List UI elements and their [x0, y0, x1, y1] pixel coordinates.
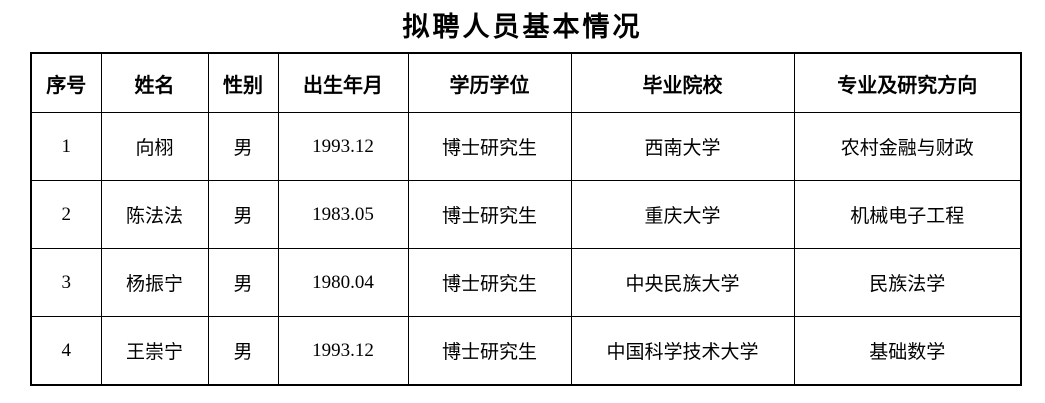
- table-cell: 男: [207, 316, 279, 386]
- table-cell: 博士研究生: [407, 248, 572, 317]
- table-cell: 博士研究生: [407, 112, 572, 181]
- column-header: 序号: [30, 52, 102, 113]
- table-cell: 1993.12: [277, 112, 409, 181]
- table-cell: 博士研究生: [407, 316, 572, 386]
- column-header: 专业及研究方向: [793, 52, 1022, 113]
- table-cell: 杨振宁: [100, 248, 209, 317]
- table-cell: 基础数学: [793, 316, 1022, 386]
- page-title: 拟聘人员基本情况: [402, 12, 643, 42]
- table-cell: 男: [207, 180, 279, 249]
- table-cell: 3: [30, 248, 102, 317]
- table-cell: 男: [207, 112, 279, 181]
- table-cell: 1983.05: [277, 180, 409, 249]
- column-header: 出生年月: [277, 52, 409, 113]
- table-cell: 中国科学技术大学: [570, 316, 795, 386]
- table-cell: 博士研究生: [407, 180, 572, 249]
- table-cell: 机械电子工程: [793, 180, 1022, 249]
- table-cell: 1: [30, 112, 102, 181]
- table-cell: 陈法法: [100, 180, 209, 249]
- table-row: 4 王崇宁男 1993.12 博士研究生 中国科学技术大学 基础数学: [30, 316, 1022, 386]
- table-cell: 1980.04: [277, 248, 409, 317]
- column-header: 学历学位: [407, 52, 572, 113]
- table-head: 序号 姓名 性别 出生年月 学历学位 毕业院校 专业及研究方向: [30, 52, 1022, 113]
- table-cell: 中央民族大学: [570, 248, 795, 317]
- column-header: 性别: [207, 52, 279, 113]
- table-cell: 重庆大学: [570, 180, 795, 249]
- column-header: 毕业院校: [570, 52, 795, 113]
- table-cell: 农村金融与财政: [793, 112, 1022, 181]
- table-cell: 民族法学: [793, 248, 1022, 317]
- table-row: 3 杨振宁男 1980.04 博士研究生 中央民族大学 民族法学: [30, 248, 1022, 317]
- header-row: 序号 姓名 性别 出生年月 学历学位 毕业院校 专业及研究方向: [30, 52, 1022, 113]
- table-cell: 2: [30, 180, 102, 249]
- table-cell: 向栩: [100, 112, 209, 181]
- table-cell: 4: [30, 316, 102, 386]
- personnel-table: 序号 姓名 性别 出生年月 学历学位 毕业院校 专业及研究方向 1 向栩男 1993.12 博士研…: [30, 52, 1022, 386]
- table-row: 2 陈法法男 1983.05 博士研究生 重庆大学 机械电子工程: [30, 180, 1022, 249]
- table-cell: 王崇宁: [100, 316, 209, 386]
- table-row: 1 向栩男 1993.12 博士研究生 西南大学 农村金融与财政: [30, 112, 1022, 181]
- table-cell: 1993.12: [277, 316, 409, 386]
- table-cell: 男: [207, 248, 279, 317]
- column-header: 姓名: [100, 52, 209, 113]
- table-body: 1 向栩男 1993.12 博士研究生 西南大学 农村金融与财政 2 陈法法男 1983.05 博…: [30, 112, 1022, 386]
- table-cell: 西南大学: [570, 112, 795, 181]
